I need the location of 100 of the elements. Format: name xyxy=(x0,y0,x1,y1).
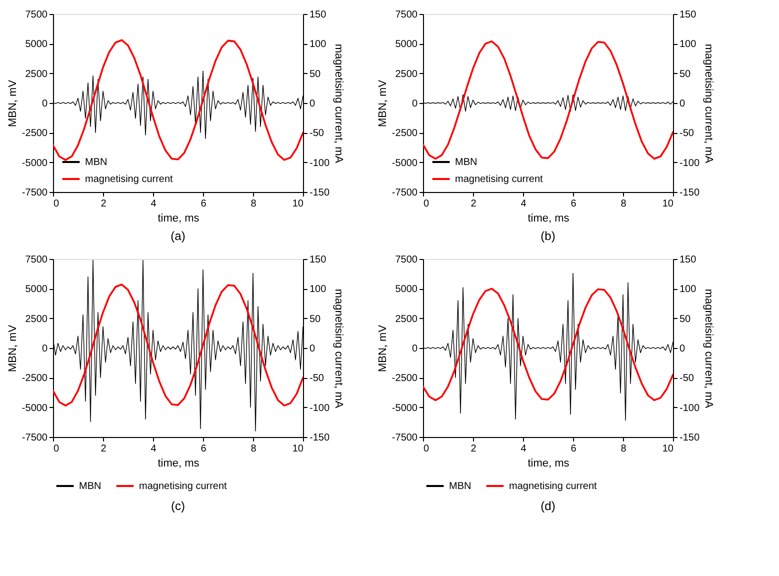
x-tick-label: 8 xyxy=(250,444,257,454)
y-tick-label: 0 xyxy=(42,98,48,110)
x-tick-label: 4 xyxy=(150,444,157,454)
y-axis-title: MBN, mV xyxy=(6,79,19,128)
y2-tick-label: -50 xyxy=(680,128,694,140)
x-tick-label: 2 xyxy=(470,444,477,454)
text: (a) xyxy=(170,229,186,243)
x-tick-label: 0 xyxy=(424,444,430,454)
x-tick-label: 4 xyxy=(520,444,527,454)
y-tick-label: 5000 xyxy=(395,39,418,50)
x-tick-label: 8 xyxy=(250,198,257,210)
y-tick-label: 7500 xyxy=(25,254,48,266)
y2-axis-title: magnetising current, mA xyxy=(702,288,715,409)
x-axis-title: time, ms xyxy=(528,212,570,224)
y-axis-title: MBN, mV xyxy=(376,79,389,128)
text: (b) xyxy=(540,229,556,243)
x-tick-label: 2 xyxy=(470,198,477,210)
y-tick-label: -7500 xyxy=(392,432,418,444)
y2-tick-label: -50 xyxy=(680,373,694,384)
y2-tick-label: 150 xyxy=(680,10,697,20)
y-tick-label: 2500 xyxy=(25,68,48,80)
x-tick-label: 6 xyxy=(570,198,577,210)
x-tick-label: 10 xyxy=(662,444,674,454)
y2-tick-label: 50 xyxy=(310,68,322,80)
x-tick-label: 10 xyxy=(292,444,304,454)
y-tick-label: 7500 xyxy=(395,254,418,266)
y2-tick-label: -150 xyxy=(310,188,330,198)
y-tick-label: -7500 xyxy=(22,188,48,198)
legend-label: magnetising current xyxy=(139,481,228,492)
legend-label: magnetising current xyxy=(85,174,174,185)
y-tick-label: -5000 xyxy=(392,402,418,414)
x-tick-label: 4 xyxy=(150,198,157,210)
y-tick-label: 2500 xyxy=(395,314,418,325)
y-tick-label: -7500 xyxy=(22,432,48,444)
y-tick-label: 5000 xyxy=(25,284,48,296)
y-tick-label: -7500 xyxy=(392,188,418,198)
x-tick-label: 8 xyxy=(620,444,627,454)
legend-label: MBN xyxy=(455,157,478,168)
y-tick-label: 0 xyxy=(42,344,48,354)
y2-tick-label: 100 xyxy=(310,39,327,50)
y-tick-label: 7500 xyxy=(25,10,48,20)
x-tick-label: 2 xyxy=(100,444,107,454)
x-tick-label: 0 xyxy=(424,198,430,210)
y-tick-label: 0 xyxy=(412,98,418,110)
y2-tick-label: -100 xyxy=(310,158,330,169)
y-axis-title: MBN, mV xyxy=(6,324,19,372)
y-tick-label: -5000 xyxy=(22,158,48,169)
x-tick-label: 2 xyxy=(100,198,107,210)
x-tick-label: 6 xyxy=(200,198,207,210)
y2-axis-title: magnetising current, mA xyxy=(332,288,345,409)
y-tick-label: -5000 xyxy=(22,402,48,414)
y-tick-label: 7500 xyxy=(395,10,418,20)
line-series xyxy=(53,284,303,406)
x-tick-label: 8 xyxy=(620,198,627,210)
line-series xyxy=(423,288,673,402)
y2-tick-label: 150 xyxy=(680,254,697,266)
x-tick-label: 6 xyxy=(570,444,577,454)
y2-tick-label: -100 xyxy=(680,158,700,169)
y2-tick-label: 50 xyxy=(680,68,692,80)
x-tick-label: 6 xyxy=(200,444,207,454)
y2-tick-label: 0 xyxy=(310,98,316,110)
y-tick-label: 2500 xyxy=(395,68,418,80)
y2-tick-label: 0 xyxy=(680,344,686,354)
y2-axis-title: magnetising current, mA xyxy=(332,44,345,164)
legend-label: magnetising current xyxy=(455,174,544,185)
text: (c) xyxy=(171,499,185,513)
y-tick-label: 0 xyxy=(412,344,418,354)
y-tick-label: 5000 xyxy=(25,39,48,50)
y2-axis-title: magnetising current, mA xyxy=(702,44,715,164)
y-tick-label: 5000 xyxy=(395,284,418,296)
x-axis-title: time, ms xyxy=(528,458,570,470)
y2-tick-label: 0 xyxy=(680,98,686,110)
y-tick-label: -5000 xyxy=(392,158,418,169)
y2-tick-label: -100 xyxy=(680,402,700,414)
y2-tick-label: -50 xyxy=(310,128,324,140)
y2-tick-label: -100 xyxy=(310,402,330,414)
y-tick-label: -2500 xyxy=(392,373,418,384)
y2-tick-label: -150 xyxy=(310,432,330,444)
x-tick-label: 10 xyxy=(292,198,304,210)
legend-label: MBN xyxy=(449,481,472,492)
x-tick-label: 10 xyxy=(662,198,674,210)
y2-tick-label: -50 xyxy=(310,373,324,384)
x-tick-label: 0 xyxy=(54,198,60,210)
y-tick-label: 2500 xyxy=(25,314,48,325)
legend-label: MBN xyxy=(85,157,108,168)
y2-tick-label: -150 xyxy=(680,432,700,444)
y2-tick-label: 150 xyxy=(310,10,327,20)
text: (d) xyxy=(540,499,556,513)
y2-tick-label: -150 xyxy=(680,188,700,198)
x-axis-title: time, ms xyxy=(158,458,200,470)
y2-tick-label: 100 xyxy=(680,39,697,50)
y2-tick-label: 50 xyxy=(680,314,692,325)
y2-tick-label: 150 xyxy=(310,254,327,266)
legend-label: MBN xyxy=(79,481,102,492)
legend-label: magnetising current xyxy=(509,481,598,492)
y-tick-label: -2500 xyxy=(392,128,418,140)
y2-tick-label: 100 xyxy=(680,284,697,296)
y-axis-title: MBN, mV xyxy=(376,324,389,372)
y2-tick-label: 100 xyxy=(310,284,327,296)
y-tick-label: -2500 xyxy=(22,128,48,140)
